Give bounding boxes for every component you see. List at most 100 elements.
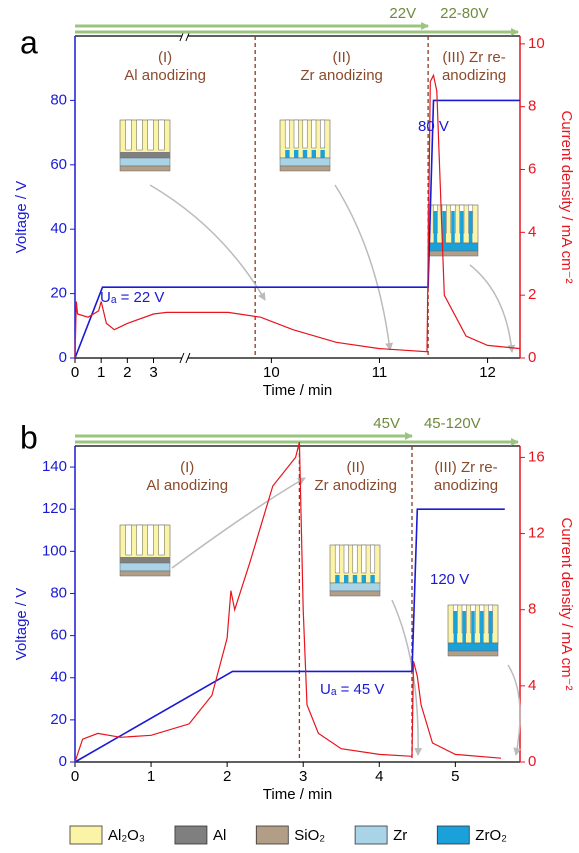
x-tick-label: 2	[223, 768, 231, 785]
layer-schematic	[447, 604, 499, 657]
voltage-label: Uₐ = 22 V	[100, 289, 164, 306]
pore	[352, 544, 358, 574]
zro2-column	[460, 211, 464, 243]
zro2-plug	[294, 150, 299, 158]
zro2-column	[480, 611, 484, 643]
legend-swatch	[69, 825, 103, 845]
al-layer	[120, 557, 170, 563]
phase-label: Al anodizing	[124, 67, 206, 84]
legend-label: Zr	[393, 827, 407, 844]
y2-tick-label: 12	[528, 525, 545, 542]
phase-label: anodizing	[442, 67, 506, 84]
y-axis-title: Voltage / V	[13, 588, 30, 661]
y-tick-label: 0	[59, 753, 67, 770]
layer-schematic	[119, 524, 171, 577]
y-tick-label: 20	[50, 285, 67, 302]
y-tick-label: 60	[50, 156, 67, 173]
zro2-plug	[320, 150, 325, 158]
y2-axis-title: Current density / mA cm⁻²	[558, 111, 575, 284]
y2-tick-label: 2	[528, 286, 536, 303]
y2-axis-title: Current density / mA cm⁻²	[558, 518, 575, 691]
stage-label: 45V	[373, 415, 400, 432]
zro2-column	[453, 611, 458, 643]
pore	[158, 524, 165, 556]
x-tick-label: 4	[375, 768, 383, 785]
x-tick-label: 1	[147, 768, 155, 785]
y2-tick-label: 4	[528, 677, 536, 694]
x-tick-label: 11	[372, 364, 388, 381]
y-tick-label: 80	[50, 91, 67, 108]
axis-break	[185, 352, 191, 364]
zro2-plug	[335, 575, 340, 583]
panel-label: b	[20, 419, 38, 455]
y2-tick-label: 16	[528, 448, 545, 465]
axis-break-gap	[181, 355, 188, 361]
y2-tick-label: 10	[528, 35, 545, 52]
zro2-column	[462, 611, 466, 643]
pointer-arrow	[171, 477, 306, 569]
zro2-column	[433, 211, 438, 243]
zro2-column	[468, 211, 473, 243]
pore	[302, 119, 308, 149]
phase-label: (I)	[180, 459, 194, 476]
voltage-label: Uₐ = 45 V	[320, 681, 384, 698]
pointer-arrow	[149, 184, 266, 301]
zro2-plug	[352, 575, 358, 583]
voltage-line	[74, 99, 520, 359]
pointer-arrow	[469, 264, 516, 353]
legend-swatch	[436, 825, 470, 845]
y-tick-label: 100	[42, 542, 67, 559]
sio2-layer	[279, 165, 331, 172]
legend-label: SiO₂	[294, 827, 325, 844]
x-tick-label: 0	[71, 768, 79, 785]
sio2-layer	[119, 570, 171, 577]
x-tick-label: 3	[149, 364, 157, 381]
layer-schematic	[279, 119, 331, 172]
pore	[343, 544, 349, 574]
x-tick-label: 1	[97, 364, 105, 381]
phase-label: (II)	[347, 459, 365, 476]
pore	[361, 544, 367, 574]
pore	[136, 119, 143, 151]
pore	[125, 119, 132, 151]
zro2-column	[442, 211, 446, 243]
al-layer	[120, 152, 170, 158]
zro2-plug	[311, 150, 316, 158]
pore	[311, 119, 317, 149]
y-tick-label: 120	[42, 500, 67, 517]
legend-swatch	[255, 825, 289, 845]
legend-label: Al	[213, 827, 226, 844]
voltage-label: 120 V	[430, 571, 469, 588]
voltage-label: 80 V	[418, 118, 449, 135]
stage-label: 45-120V	[424, 415, 481, 432]
y-tick-label: 140	[42, 458, 67, 475]
x-axis-title: Time / min	[263, 786, 332, 803]
pointer-arrow	[507, 664, 522, 756]
y-axis-title: Voltage / V	[13, 181, 30, 254]
stage-label: 22-80V	[440, 5, 488, 22]
x-tick-label: 2	[123, 364, 131, 381]
x-tick-label: 3	[299, 768, 307, 785]
zr-layer	[329, 582, 381, 592]
zro2-plug	[361, 575, 366, 583]
legend-swatch	[174, 825, 208, 845]
layer-schematic	[427, 204, 479, 257]
zr-layer	[119, 562, 171, 572]
phase-label: (I)	[158, 49, 172, 66]
y2-tick-label: 0	[528, 753, 536, 770]
zro2-plug	[285, 150, 290, 158]
y-tick-label: 20	[50, 711, 67, 728]
x-tick-label: 0	[71, 364, 79, 381]
pore	[136, 524, 143, 556]
axis-break	[179, 352, 185, 364]
phase-label: Zr anodizing	[314, 477, 397, 494]
y2-tick-label: 8	[528, 98, 536, 115]
sio2-layer	[447, 650, 499, 657]
zro2-plug	[344, 575, 349, 583]
y-tick-label: 80	[50, 584, 67, 601]
phase-label: Zr anodizing	[300, 67, 383, 84]
current-line	[74, 73, 521, 359]
pore	[334, 544, 340, 574]
y-tick-label: 60	[50, 627, 67, 644]
y2-tick-label: 4	[528, 223, 536, 240]
